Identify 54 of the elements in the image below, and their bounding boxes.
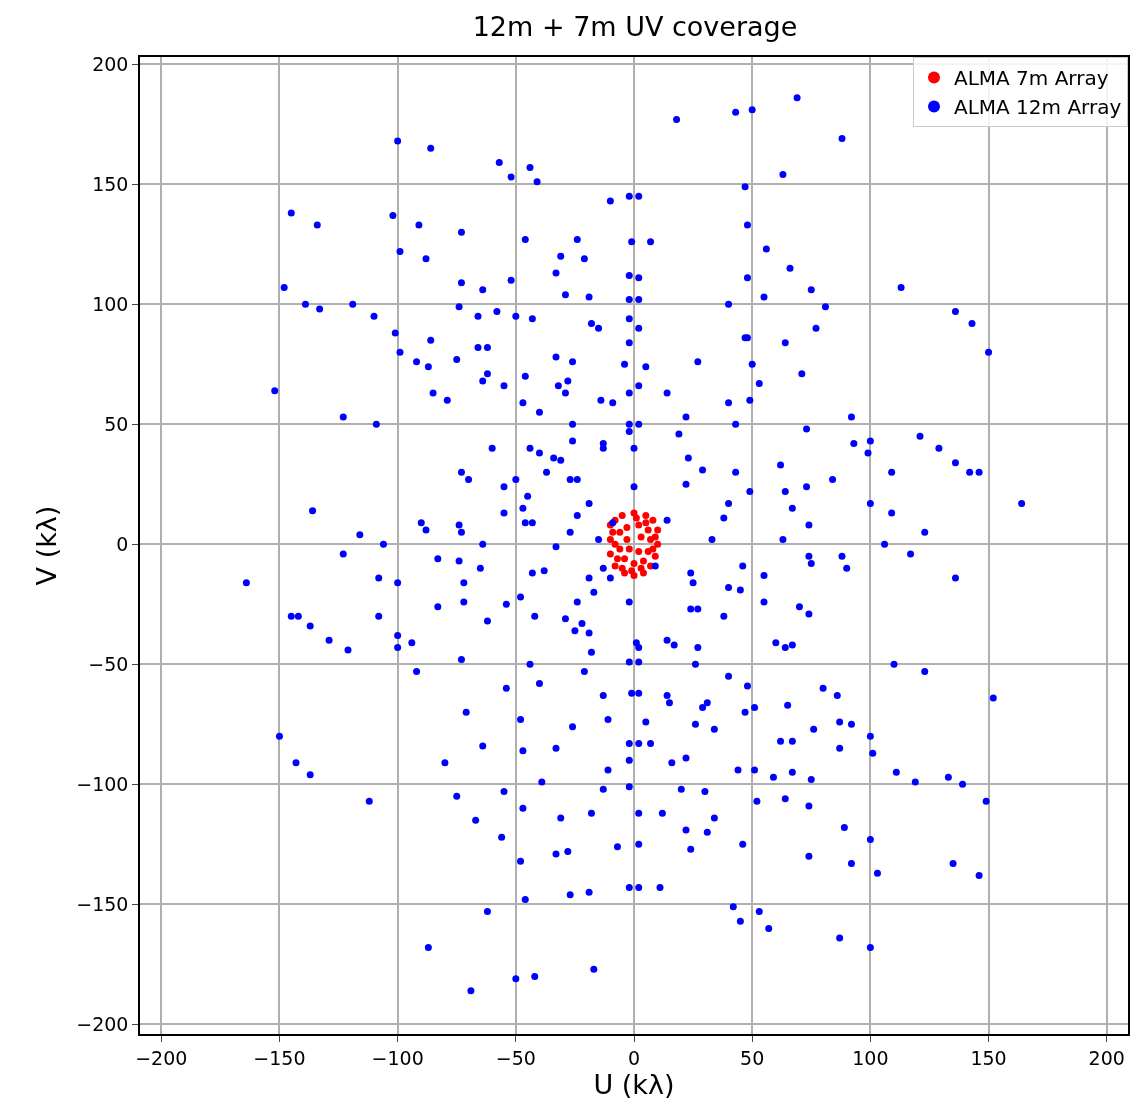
point: [618, 564, 626, 572]
point: [649, 545, 657, 553]
point: [628, 567, 636, 575]
point: [644, 526, 652, 534]
legend-label: ALMA 12m Array: [954, 95, 1122, 120]
x-tick-label: −200: [135, 1046, 188, 1069]
x-tick-label: 0: [627, 1046, 641, 1069]
y-tick-label: 150: [92, 172, 129, 195]
x-axis-title: U (kλ): [593, 1068, 675, 1100]
point: [654, 540, 662, 548]
point: [618, 511, 626, 519]
x-tick-label: −150: [253, 1046, 306, 1069]
point: [632, 514, 640, 522]
point: [651, 552, 659, 560]
point: [630, 560, 638, 567]
point: [651, 533, 659, 541]
point: [639, 557, 647, 565]
y-tick-label: 100: [92, 292, 129, 315]
x-tick-label: 150: [970, 1046, 1007, 1069]
point: [616, 545, 624, 553]
point: [611, 540, 619, 548]
point: [616, 528, 624, 536]
y-tick-label: −150: [76, 893, 129, 916]
y-tick-label: −50: [88, 652, 129, 675]
x-tick-label: 100: [852, 1046, 889, 1069]
chart-title: 12m + 7m UV coverage: [472, 10, 798, 42]
point: [606, 536, 614, 543]
point: [654, 526, 662, 534]
y-axis-title: V (kλ): [30, 505, 62, 586]
y-tick-label: −100: [76, 773, 129, 795]
point: [637, 533, 645, 541]
point: [609, 528, 617, 536]
point: [649, 516, 657, 524]
point: [623, 524, 631, 531]
y-tick-label: −200: [76, 1013, 129, 1036]
x-tick-label: −100: [371, 1046, 424, 1069]
point: [623, 536, 631, 543]
y-tick-label: 200: [92, 52, 129, 75]
point: [625, 545, 633, 553]
point: [637, 564, 645, 572]
point: [642, 511, 650, 519]
point: [611, 562, 619, 570]
point: [635, 521, 643, 529]
point: [613, 555, 621, 563]
legend-label: ALMA 7m Array: [954, 66, 1109, 91]
x-tick-label: −50: [495, 1046, 536, 1069]
y-tick-label: 0: [116, 532, 129, 555]
x-tick-label: 200: [1088, 1046, 1125, 1069]
x-tick-label: 50: [740, 1046, 765, 1069]
point: [635, 548, 643, 555]
point: [621, 555, 629, 563]
point: [606, 550, 614, 558]
y-tick-label: 50: [104, 412, 129, 435]
point: [642, 519, 650, 527]
